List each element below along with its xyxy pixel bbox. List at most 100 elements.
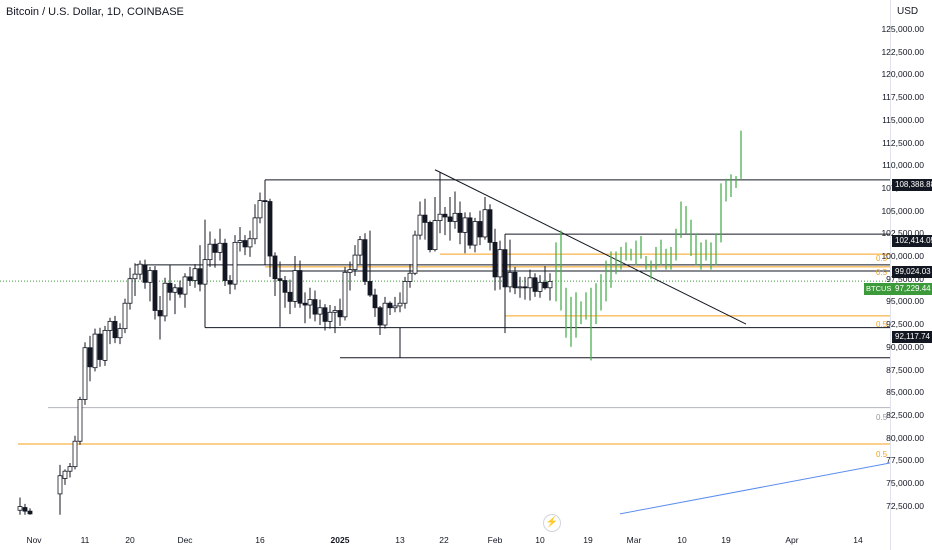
bull-candle xyxy=(307,299,313,306)
price-tick-label: 117,500.00 xyxy=(882,92,924,103)
fib-label: 0.5 xyxy=(876,254,888,263)
fib-label: 0.5 xyxy=(876,450,888,459)
bear-candle xyxy=(457,212,463,233)
price-label-99k: 99,024.03 xyxy=(892,266,932,278)
price-tick-label: 82,500.00 xyxy=(886,409,924,420)
symbol-badge: BTCUSD xyxy=(864,283,899,295)
bull-candle xyxy=(72,440,78,468)
bear-candle xyxy=(97,333,103,360)
time-tick-label: 16 xyxy=(255,535,265,545)
time-tick-label: 22 xyxy=(439,535,449,545)
ascending-trendline xyxy=(619,462,891,515)
bear-candle xyxy=(442,213,448,218)
bull-candle xyxy=(437,213,443,221)
bear-candle xyxy=(522,286,528,289)
bull-candle xyxy=(127,278,133,304)
price-tick-label: 95,000.00 xyxy=(886,296,924,307)
price-tick-label: 122,500.00 xyxy=(881,46,924,57)
time-tick-label: 19 xyxy=(721,535,731,545)
bear-candle xyxy=(312,299,318,315)
price-tick-label: 112,500.00 xyxy=(882,137,924,148)
descending-trendline xyxy=(434,169,747,325)
bear-candle xyxy=(387,302,393,309)
fib-label: 0.5 xyxy=(876,268,888,277)
bull-candle xyxy=(357,239,363,256)
bull-candle xyxy=(92,333,98,369)
bull-candle xyxy=(107,320,113,331)
bear-candle xyxy=(22,507,28,512)
bear-candle xyxy=(362,239,368,282)
bull-candle xyxy=(517,286,523,289)
price-tick-label: 80,000.00 xyxy=(886,432,924,443)
bull-candle xyxy=(132,273,138,280)
bear-candle xyxy=(337,310,343,318)
price-tick-label: 97,500.00 xyxy=(886,273,924,284)
bull-candle xyxy=(547,281,553,289)
bear-candle xyxy=(142,264,148,283)
bear-candle xyxy=(287,291,293,302)
price-tick-label: 87,500.00 xyxy=(886,364,924,375)
bull-candle xyxy=(347,269,353,273)
bull-candle xyxy=(397,302,403,307)
bull-candle xyxy=(527,277,533,289)
bull-candle xyxy=(327,311,333,322)
chart-title: Bitcoin / U.S. Dollar, 1D, COINBASE xyxy=(6,6,184,18)
price-axis-separator xyxy=(890,0,891,550)
bull-candle xyxy=(497,249,503,278)
bull-candle xyxy=(432,220,438,251)
price-tick-label: 125,000.00 xyxy=(881,24,924,34)
time-tick-label: Feb xyxy=(487,535,503,545)
price-tick-label: 85,000.00 xyxy=(886,387,924,398)
bull-candle xyxy=(317,307,323,315)
price-tick-label: 92,500.00 xyxy=(886,319,924,330)
bear-candle xyxy=(377,307,383,326)
bear-candle xyxy=(297,270,303,304)
time-tick-label: 20 xyxy=(125,535,135,545)
bear-candle xyxy=(112,320,118,339)
time-tick-label: Nov xyxy=(26,535,42,545)
bear-candle xyxy=(542,281,548,289)
bear-candle xyxy=(447,216,453,222)
price-label-108k: 108,388.88 xyxy=(892,179,932,191)
bear-candle xyxy=(227,280,233,285)
bull-candle xyxy=(82,347,88,400)
bull-candle xyxy=(192,268,198,281)
bull-candle xyxy=(257,200,263,219)
currency-label[interactable]: USD xyxy=(897,6,919,17)
bull-candle xyxy=(452,212,458,222)
bear-candle xyxy=(282,280,288,293)
bear-candle xyxy=(152,270,158,311)
bull-candle xyxy=(507,271,513,288)
bull-candle xyxy=(342,271,348,318)
time-tick-label: 13 xyxy=(395,535,405,545)
bull-candle xyxy=(237,240,243,243)
bear-candle xyxy=(427,222,433,251)
bear-candle xyxy=(532,277,538,292)
time-tick-label: Mar xyxy=(626,535,642,545)
price-tick-label: 72,500.00 xyxy=(886,500,924,511)
bull-candle xyxy=(67,466,73,472)
bear-candle xyxy=(492,241,498,278)
bear-candle xyxy=(477,221,483,238)
bear-candle xyxy=(177,287,183,295)
bull-candle xyxy=(137,263,143,275)
fib-label: 0.5 xyxy=(876,413,888,422)
bear-candle xyxy=(187,276,193,281)
bull-candle xyxy=(392,305,398,309)
price-label-102k: 102,414.05 xyxy=(892,235,932,247)
lightning-bolt-icon[interactable]: ⚡ xyxy=(543,514,561,532)
bull-candle xyxy=(162,282,168,317)
bear-candle xyxy=(367,281,373,296)
bull-candle xyxy=(402,281,408,304)
bull-candle xyxy=(62,470,68,479)
bull-candle xyxy=(472,221,478,246)
bull-candle xyxy=(417,214,423,236)
bull-candle xyxy=(537,281,543,292)
bull-candle xyxy=(17,506,23,511)
time-tick-label: Dec xyxy=(177,535,193,545)
bear-candle xyxy=(267,201,273,257)
price-tick-label: 102,500.00 xyxy=(881,228,924,239)
last-price-label: 97,229.44 xyxy=(892,283,932,295)
bull-candle xyxy=(57,475,63,495)
